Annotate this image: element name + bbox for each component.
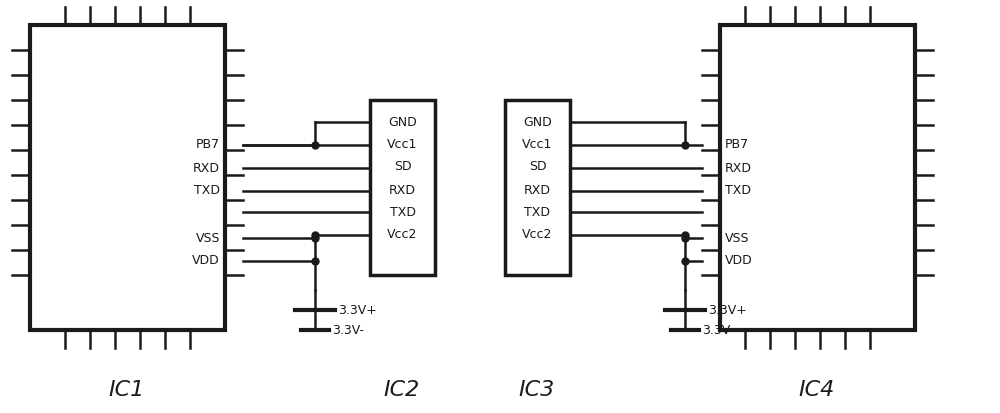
Text: IC3: IC3 <box>519 380 555 400</box>
Text: PB7: PB7 <box>725 138 749 152</box>
Text: PB7: PB7 <box>196 138 220 152</box>
Text: SD: SD <box>394 161 411 173</box>
Text: VDD: VDD <box>725 254 753 268</box>
Text: TXD: TXD <box>194 185 220 197</box>
Text: TXD: TXD <box>390 206 416 218</box>
Text: VSS: VSS <box>725 232 750 244</box>
Text: RXD: RXD <box>193 161 220 175</box>
Text: IC1: IC1 <box>109 380 145 400</box>
Text: GND: GND <box>388 116 417 128</box>
Text: IC4: IC4 <box>799 380 835 400</box>
Text: RXD: RXD <box>389 183 416 197</box>
Text: 3.3V+: 3.3V+ <box>708 304 747 316</box>
Bar <box>30 25 225 330</box>
Text: 3.3V-: 3.3V- <box>332 323 364 337</box>
Text: Vcc1: Vcc1 <box>387 138 418 152</box>
Text: Vcc2: Vcc2 <box>387 228 418 242</box>
Text: 3.3V+: 3.3V+ <box>338 304 377 316</box>
Bar <box>720 25 915 330</box>
Text: Vcc2: Vcc2 <box>522 228 553 242</box>
Text: VSS: VSS <box>196 232 220 244</box>
Text: 3.3V-: 3.3V- <box>702 323 734 337</box>
Text: TXD: TXD <box>725 185 751 197</box>
Text: GND: GND <box>523 116 552 128</box>
Text: VDD: VDD <box>192 254 220 268</box>
Text: RXD: RXD <box>725 161 752 175</box>
Text: TXD: TXD <box>524 206 550 218</box>
Bar <box>505 100 570 275</box>
Text: Vcc1: Vcc1 <box>522 138 553 152</box>
Text: RXD: RXD <box>524 183 551 197</box>
Text: SD: SD <box>529 161 546 173</box>
Bar <box>370 100 435 275</box>
Text: IC2: IC2 <box>384 380 420 400</box>
